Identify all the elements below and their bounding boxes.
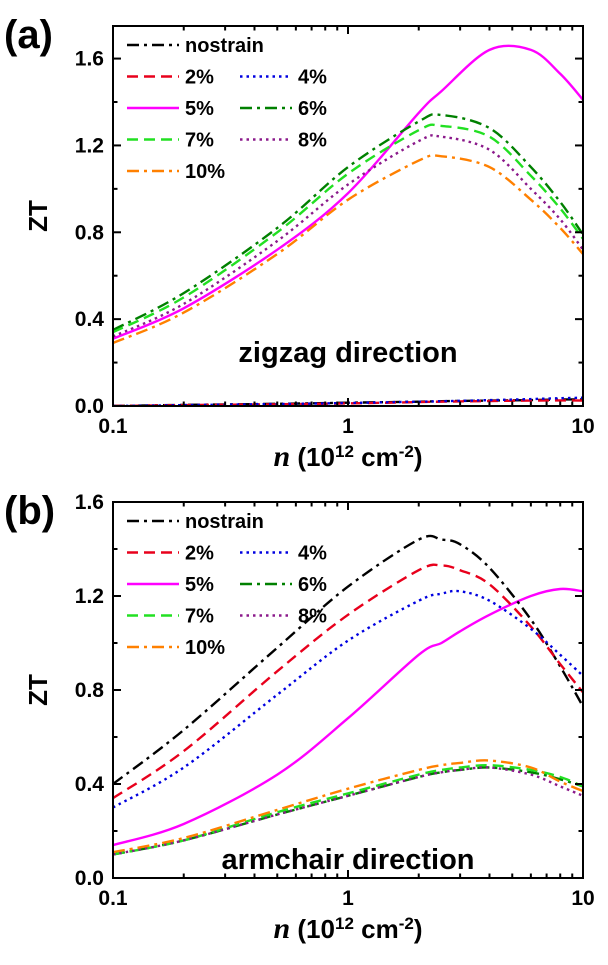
plot-frame (112, 501, 584, 879)
series-line-4pct (113, 589, 583, 809)
x-tick-label: 1 (342, 415, 354, 438)
series-line-6pct (113, 113, 583, 332)
x-axis-title-part: ) (414, 442, 423, 472)
legend-label: 6% (298, 98, 327, 120)
legend-label: 8% (298, 606, 327, 628)
x-axis-title: n (1012 cm-2) (273, 912, 422, 945)
y-tick-label: 1.2 (75, 134, 104, 157)
series-lines (113, 44, 583, 406)
legend: nostrain 2% 4% 5% 6% 7% 8% 10% (127, 35, 327, 183)
y-tick-label: 0.4 (75, 308, 105, 331)
legend-label: nostrain (185, 511, 264, 533)
series-line-5pct (113, 587, 583, 847)
x-axis-title-part: (10 (290, 914, 335, 944)
series-line-7pct (113, 763, 583, 856)
x-axis-title-part: 12 (335, 442, 354, 461)
x-axis-title-part: n (273, 912, 290, 945)
y-tick-label: 0.0 (75, 867, 104, 890)
series-lines (113, 534, 583, 856)
series-line-nostrain (113, 534, 583, 785)
x-tick-label: 0.1 (98, 887, 128, 910)
legend-label: 5% (185, 98, 214, 120)
chart-panel-b: 0.0 0.4 0.8 1.2 1.6 0.1 1 10 n (1012 cm-2) ZT (b) a… (4, 489, 595, 945)
legend-label: 10% (185, 637, 225, 659)
legend-label: 8% (298, 130, 327, 152)
x-tick-label: 0.1 (98, 415, 128, 438)
y-tick-label: 1.6 (75, 48, 104, 71)
x-axis-title-part: -2 (399, 442, 414, 461)
direction-annotation: zigzag direction (238, 337, 457, 369)
chart-panel-a: 0.0 0.4 0.8 1.2 1.6 0.1 1 10 n (1012 cm-2) ZT (a) z… (4, 13, 595, 473)
y-tick-label: 1.2 (75, 585, 104, 608)
y-tick-label: 0.8 (75, 221, 105, 244)
y-tick-label: 1.6 (75, 491, 104, 514)
legend-label: 6% (298, 574, 327, 596)
series-line-4pct (113, 396, 583, 406)
legend-label: 2% (185, 543, 214, 565)
x-tick-label: 10 (571, 415, 594, 438)
panel-label: (b) (4, 489, 55, 533)
x-axis-title: n (1012 cm-2) (273, 440, 422, 473)
x-axis-title-part: (10 (290, 442, 335, 472)
legend-label: 2% (185, 67, 214, 89)
series-line-5pct (113, 44, 583, 340)
y-tick-label: 0.0 (75, 395, 104, 418)
legend-label: 7% (185, 130, 214, 152)
series-line-7pct (113, 123, 583, 334)
x-axis-title-part: cm (354, 442, 399, 472)
legend-label: 5% (185, 574, 214, 596)
legend-label: 4% (298, 543, 327, 565)
x-axis-title-part: n (273, 440, 290, 473)
series-line-8pct (113, 766, 583, 856)
legend-label: nostrain (185, 35, 264, 57)
series-line-2pct (113, 563, 583, 800)
series-line-10pct (113, 759, 583, 854)
x-axis-title-part: ) (414, 914, 423, 944)
x-tick-label: 10 (571, 887, 594, 910)
y-tick-label: 0.8 (75, 679, 105, 702)
y-axis-title: ZT (23, 200, 53, 232)
direction-annotation: armchair direction (221, 844, 474, 876)
panel-label: (a) (4, 13, 53, 57)
x-axis-title-part: cm (354, 914, 399, 944)
series-line-8pct (113, 134, 583, 338)
x-axis-title-part: 12 (335, 914, 354, 933)
x-axis-title-part: -2 (399, 914, 414, 933)
x-tick-label: 1 (342, 887, 354, 910)
y-tick-label: 0.4 (75, 773, 105, 796)
legend: nostrain 2% 4% 5% 6% 7% 8% 10% (127, 511, 327, 659)
y-axis-title: ZT (23, 674, 53, 706)
series-line-10pct (113, 154, 583, 345)
legend-label: 10% (185, 161, 225, 183)
legend-label: 4% (298, 67, 327, 89)
legend-label: 7% (185, 606, 214, 628)
